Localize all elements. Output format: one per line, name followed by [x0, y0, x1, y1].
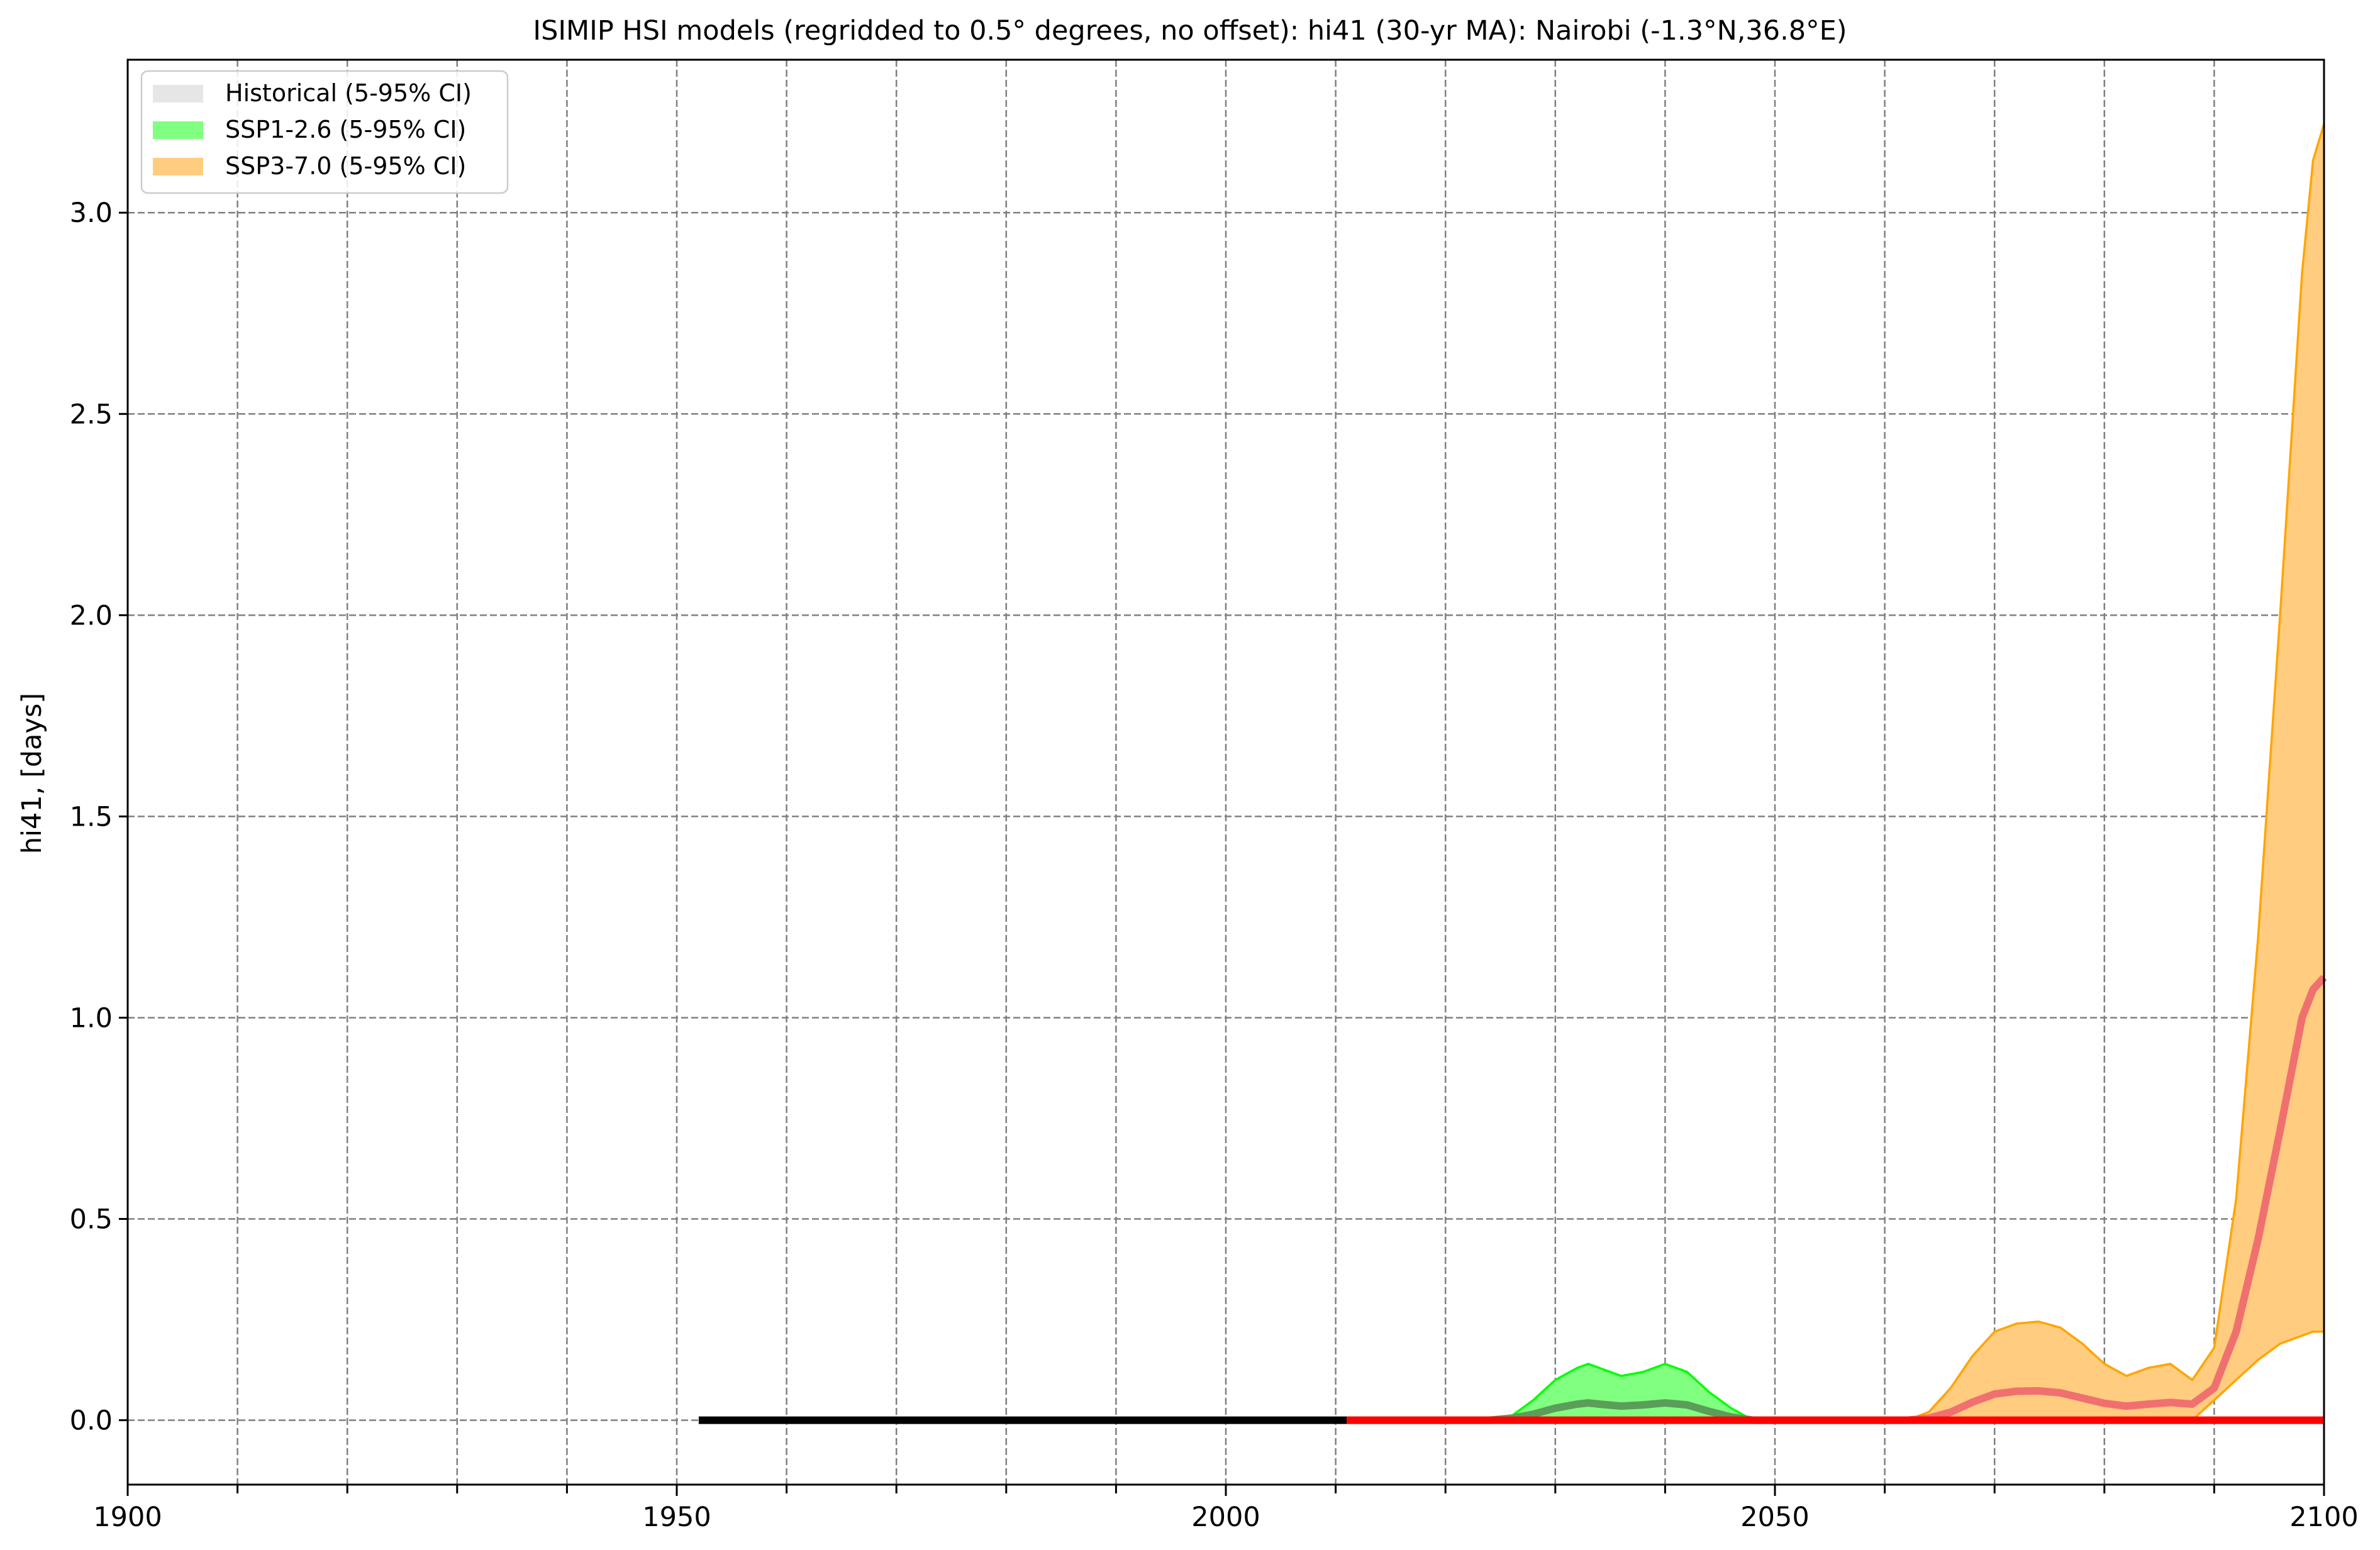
- plot-series: [698, 123, 2327, 1424]
- grid: [128, 60, 2324, 1485]
- legend-swatch: [153, 158, 203, 175]
- legend-swatch: [153, 85, 203, 102]
- x-tick-label: 2000: [1191, 1502, 1260, 1533]
- legend-label: SSP1-2.6 (5-95% CI): [225, 116, 466, 143]
- y-tick-label: 3.0: [70, 197, 113, 229]
- x-tick-label: 1900: [93, 1502, 162, 1533]
- x-tick-label: 1950: [642, 1502, 711, 1533]
- x-tick-label: 2050: [1740, 1502, 1809, 1533]
- series-line-5: [1884, 975, 2327, 1424]
- y-tick-label: 1.5: [70, 801, 113, 833]
- legend-label: SSP3-7.0 (5-95% CI): [225, 152, 466, 180]
- legend-box: [140, 70, 509, 194]
- legend-swatch: [153, 121, 203, 139]
- y-tick-label: 0.5: [70, 1204, 113, 1236]
- y-tick-label: 1.0: [70, 1002, 113, 1034]
- ci-upper-edge-4: [1884, 123, 2325, 1422]
- axis-ticks: 0.0 0.5 1.0 1.5 2.0 2.5 3.0 1900 1950 2000 2050 210…: [70, 197, 2359, 1533]
- ci-upper-edge-2: [1347, 1363, 1885, 1422]
- ci-band-2: [1347, 1363, 1885, 1420]
- chart-title: ISIMIP HSI models (regridded to 0.5° deg…: [533, 15, 1847, 47]
- y-tick-label: 0.0: [70, 1405, 113, 1437]
- y-axis-label: hi41, [days]: [16, 693, 48, 854]
- x-tick-label: 2100: [2289, 1502, 2358, 1533]
- legend-label: Historical (5-95% CI): [225, 79, 472, 107]
- legend: Historical (5-95% CI) SSP1-2.6 (5-95% CI)…: [140, 70, 509, 194]
- y-tick-label: 2.5: [70, 399, 113, 430]
- y-tick-label: 2.0: [70, 600, 113, 631]
- ci-band-4: [1884, 124, 2324, 1420]
